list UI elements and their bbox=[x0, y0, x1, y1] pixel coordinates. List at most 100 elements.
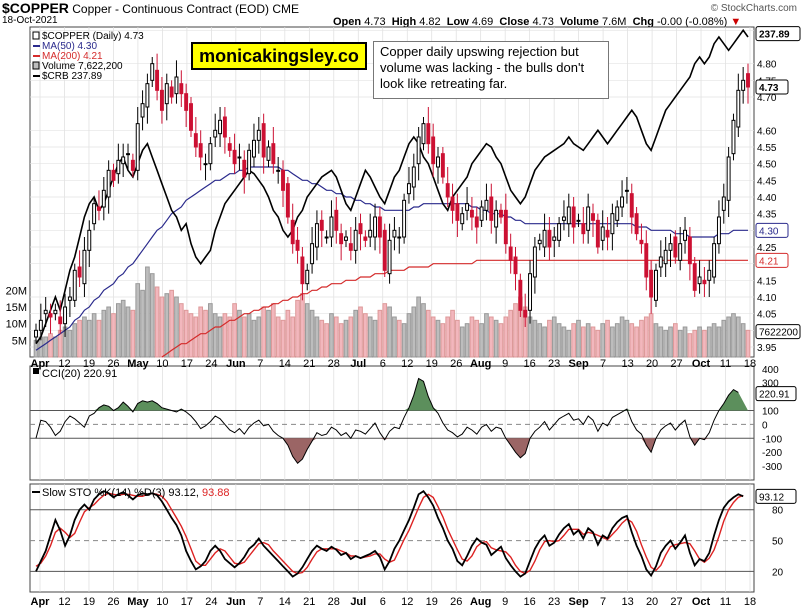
volume-bar bbox=[469, 316, 475, 358]
volume-bar bbox=[440, 323, 446, 358]
x-tick-label: 26 bbox=[107, 596, 119, 608]
candle bbox=[198, 143, 203, 158]
volume-bar bbox=[639, 319, 644, 358]
candle bbox=[72, 269, 77, 301]
x-tick-label: 13 bbox=[621, 358, 633, 370]
volume-bar bbox=[358, 306, 363, 358]
candle bbox=[111, 169, 116, 181]
candle bbox=[276, 169, 281, 172]
candle bbox=[43, 309, 48, 315]
volume-bar bbox=[111, 313, 116, 358]
volume-bar bbox=[96, 319, 102, 358]
stockcharts-brand[interactable]: © StockCharts.com bbox=[710, 3, 797, 14]
volume-bar bbox=[401, 323, 407, 358]
cci-tick-label: -200 bbox=[762, 448, 782, 459]
volume-bar bbox=[726, 316, 731, 358]
volume-bar bbox=[542, 326, 547, 358]
candle bbox=[411, 166, 416, 188]
volume-bar bbox=[464, 323, 470, 358]
candle bbox=[499, 209, 503, 218]
candle bbox=[358, 223, 363, 235]
x-tick-label: Jul bbox=[350, 596, 366, 608]
volume-bar bbox=[135, 283, 141, 358]
sto-tick-label: 80 bbox=[772, 506, 784, 517]
candle bbox=[746, 73, 750, 88]
candle bbox=[324, 236, 329, 239]
candle bbox=[392, 229, 397, 238]
volume-bar bbox=[735, 316, 741, 358]
sto-title: Slow STO %K(14) %D(3) 93.12, 93.88 bbox=[42, 487, 230, 499]
candle bbox=[353, 229, 358, 251]
candle bbox=[150, 63, 155, 81]
volume-bar bbox=[82, 316, 87, 358]
volume-bar bbox=[256, 316, 262, 358]
volume-bar bbox=[329, 313, 334, 358]
volume-bar bbox=[154, 286, 160, 358]
y-tick-label: 4.35 bbox=[757, 210, 777, 221]
volume-bar bbox=[309, 309, 315, 358]
volume-bar bbox=[532, 319, 538, 358]
candle bbox=[678, 243, 683, 261]
volume-bar bbox=[643, 316, 649, 358]
volume-bar bbox=[503, 316, 509, 358]
y-tick-label: 4.55 bbox=[757, 143, 777, 154]
volume-bar bbox=[338, 323, 344, 358]
x-tick-label: Aug bbox=[470, 596, 491, 608]
candle bbox=[702, 279, 707, 285]
candle bbox=[455, 203, 460, 221]
candle bbox=[126, 153, 130, 156]
candle bbox=[649, 269, 654, 298]
volume-bar bbox=[547, 319, 552, 358]
volume-tick-label: 20M bbox=[6, 285, 27, 297]
candle bbox=[38, 319, 43, 331]
y-tick-label: 4.60 bbox=[757, 126, 777, 137]
candle bbox=[629, 193, 634, 218]
volume-bar bbox=[425, 309, 431, 358]
volume-bar bbox=[91, 313, 97, 358]
volume-bar bbox=[145, 266, 150, 358]
low-value: 4.69 bbox=[471, 16, 494, 28]
candle bbox=[193, 133, 198, 148]
volume-bar bbox=[731, 313, 736, 358]
candle bbox=[600, 226, 605, 241]
x-tick-label: 23 bbox=[548, 596, 560, 608]
x-tick-label: 23 bbox=[548, 358, 560, 370]
candle bbox=[663, 249, 668, 265]
candle bbox=[184, 93, 189, 111]
candle bbox=[106, 169, 111, 198]
volume-bar bbox=[488, 316, 494, 358]
volume-bar bbox=[445, 316, 451, 358]
y-tick-label: 4.50 bbox=[757, 160, 777, 171]
volume-bar bbox=[372, 319, 378, 358]
last-value-label: 4.21 bbox=[759, 256, 779, 267]
x-tick-label: 12 bbox=[401, 596, 413, 608]
candle bbox=[489, 196, 494, 221]
cci-legend-swatch bbox=[33, 368, 39, 374]
y-tick-label: 4.25 bbox=[757, 243, 777, 254]
candle bbox=[736, 89, 741, 128]
volume-tick-label: 10M bbox=[6, 319, 27, 331]
candle bbox=[189, 103, 193, 131]
candle bbox=[726, 156, 731, 201]
volume-bar bbox=[663, 329, 668, 358]
candle bbox=[121, 156, 126, 165]
candle bbox=[164, 83, 169, 105]
volume-value: 7.6M bbox=[601, 16, 627, 28]
candle bbox=[53, 309, 58, 315]
candle bbox=[251, 139, 256, 158]
volume-bar bbox=[324, 323, 329, 358]
x-tick-label: Aug bbox=[470, 358, 491, 370]
y-tick-label: 4.10 bbox=[757, 293, 777, 304]
cci-last-value: 220.91 bbox=[759, 390, 790, 401]
x-tick-label: 19 bbox=[83, 596, 95, 608]
candle bbox=[34, 329, 38, 338]
volume-bar bbox=[120, 299, 126, 358]
volume-bar bbox=[159, 296, 165, 358]
y-tick-label: 4.15 bbox=[757, 276, 777, 287]
candle bbox=[654, 269, 658, 301]
candle bbox=[692, 263, 697, 291]
candle bbox=[242, 159, 247, 178]
x-tick-label: May bbox=[127, 358, 149, 370]
cci-tick-label: 400 bbox=[762, 365, 779, 376]
volume-bar bbox=[392, 316, 397, 358]
